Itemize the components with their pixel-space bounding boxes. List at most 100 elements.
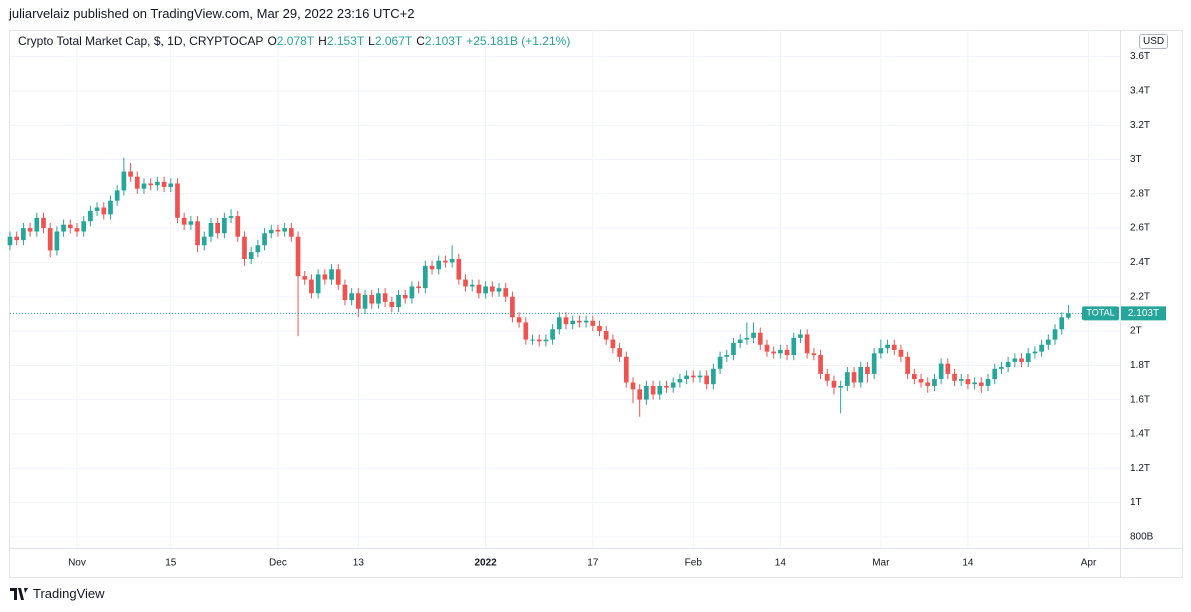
y-tick-label: 2T <box>1130 326 1142 337</box>
candle-body <box>865 367 870 374</box>
candle-body <box>657 385 663 395</box>
x-tick-label: Feb <box>685 558 703 569</box>
grid <box>10 30 1120 548</box>
candle-body <box>603 331 609 340</box>
candle-body <box>81 221 87 232</box>
candle-body <box>208 222 214 237</box>
y-tick-label: 3.6T <box>1130 51 1150 62</box>
y-tick-label: 3.2T <box>1130 120 1150 131</box>
candle-body <box>175 183 180 218</box>
candle-body <box>1005 361 1011 368</box>
candle-body <box>704 375 710 385</box>
candle-body <box>121 171 127 191</box>
y-tick-label: 2.4T <box>1130 257 1150 268</box>
candle-body <box>570 320 576 325</box>
candle-body <box>94 207 100 211</box>
candle-body <box>918 379 924 383</box>
candle-body <box>1025 353 1031 362</box>
candle-body <box>101 207 107 215</box>
candle-body <box>610 339 616 349</box>
candle-body <box>382 293 388 302</box>
candle-body <box>54 231 60 251</box>
candle-body <box>891 344 897 350</box>
candle-body <box>443 260 448 263</box>
axis-labels: 800B 1T 1.2T 1.4T 1.6T 1.8T 2T 2.2T 2.4T 2.6T 2.8T… <box>68 51 1166 569</box>
candle-body <box>637 389 643 400</box>
ohlc-key: L <box>368 34 375 48</box>
candle-body <box>590 320 596 326</box>
candle-body <box>556 317 562 330</box>
candle-body <box>784 349 790 356</box>
candle-body <box>228 216 234 218</box>
candle-body <box>798 334 803 338</box>
candle-body <box>74 228 80 232</box>
candle-body <box>650 385 656 395</box>
price-label-box <box>1121 306 1166 321</box>
currency-button[interactable]: USD <box>1139 34 1169 49</box>
candle-body <box>871 353 877 374</box>
price-label: 2.103T <box>1128 308 1159 319</box>
candle-body <box>141 183 147 189</box>
footer: TradingView <box>10 586 105 601</box>
y-tick-label: 1.2T <box>1130 463 1150 474</box>
y-tick-label: 3T <box>1130 154 1142 165</box>
candle-body <box>851 372 857 383</box>
chart-frame <box>9 30 1183 578</box>
symbol: Crypto Total Market Cap, $, 1D, CRYPTOCA… <box>18 34 264 48</box>
series-name: TOTAL <box>1086 308 1114 318</box>
candle-body <box>309 279 314 294</box>
candle-body <box>690 375 696 378</box>
y-tick-label: 1.6T <box>1130 394 1150 405</box>
y-tick-label: 1.4T <box>1130 429 1150 440</box>
candle-body <box>510 296 515 318</box>
candle-body <box>322 274 328 280</box>
candle-body <box>838 385 844 388</box>
candle-body <box>623 356 629 383</box>
candle-body <box>21 228 26 241</box>
candle-body <box>958 379 964 381</box>
candle-body <box>737 339 743 344</box>
series-name-box <box>1082 306 1119 321</box>
candle-body <box>402 295 408 299</box>
candle-body <box>355 293 361 309</box>
candle-body <box>985 379 991 386</box>
candle-body <box>905 356 910 374</box>
candle-body <box>161 181 167 187</box>
candle-body <box>523 322 529 340</box>
candle-body <box>1012 358 1018 362</box>
candle-body <box>14 236 20 241</box>
candle-body <box>315 274 321 294</box>
candle-body <box>302 276 308 280</box>
candle-body <box>67 224 73 229</box>
candle-body <box>255 245 261 253</box>
candle-body <box>724 355 730 357</box>
x-tick-label: 14 <box>962 558 974 569</box>
candle-body <box>630 382 636 390</box>
candle-body <box>369 295 375 304</box>
candle-body <box>1039 344 1044 352</box>
candle-body <box>670 382 676 388</box>
ohlc-key: C <box>416 34 425 48</box>
candle-body <box>831 380 837 388</box>
candle-body <box>771 351 777 354</box>
candle-body <box>878 348 884 354</box>
candle-body <box>496 288 502 292</box>
candle-body <box>999 367 1004 369</box>
y-tick-label: 2.8T <box>1130 188 1150 199</box>
candle-body <box>677 379 683 383</box>
y-tick-label: 2.2T <box>1130 291 1150 302</box>
candle-body <box>751 332 756 338</box>
candle-body <box>757 332 763 345</box>
candle-body <box>41 217 46 229</box>
candle-body <box>155 181 160 186</box>
candle-body <box>530 339 535 341</box>
candle-body <box>168 183 174 187</box>
candle-body <box>1032 351 1038 354</box>
candle-body <box>811 353 817 356</box>
x-tick-label: 2022 <box>474 558 497 569</box>
candle-body <box>563 317 569 325</box>
candle-body <box>108 200 113 215</box>
y-tick-label: 800B <box>1130 531 1154 542</box>
candle-body <box>201 236 207 246</box>
